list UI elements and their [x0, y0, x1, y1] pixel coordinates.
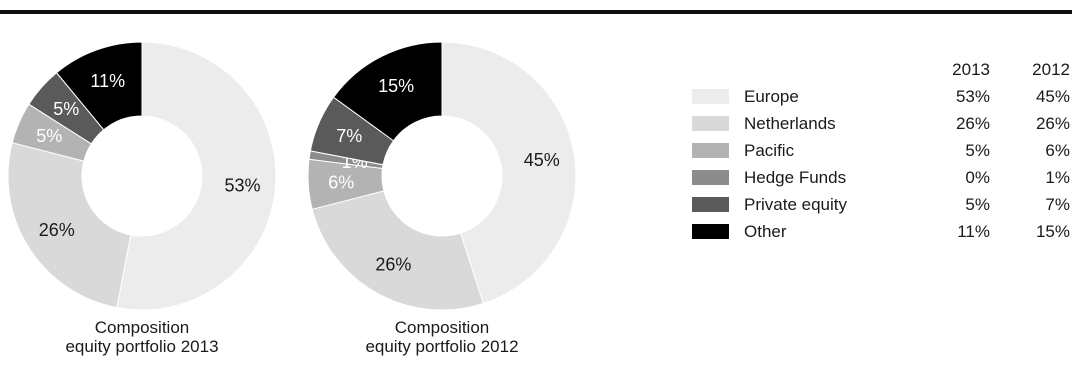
donut-slice-netherlands	[7, 142, 132, 309]
legend-value-2013: 53%	[955, 87, 990, 106]
legend-value-2013: 26%	[955, 114, 990, 133]
slice-data-label: 5%	[53, 99, 79, 119]
legend-swatch	[692, 143, 729, 158]
legend-value-2013: 5%	[965, 195, 990, 214]
chart-title-line: Composition	[394, 318, 490, 337]
chart-title-line: equity portfolio 2013	[65, 337, 219, 356]
legend-label: Hedge Funds	[744, 168, 847, 187]
legend-label: Pacific	[744, 141, 795, 160]
legend-label: Europe	[744, 87, 799, 106]
legend-header: 2013 2012	[692, 56, 1072, 83]
donut-slice-other	[55, 41, 143, 131]
legend-row: Pacific 5% 6%	[692, 137, 1072, 164]
legend-label: Private equity	[744, 195, 847, 214]
legend-swatch	[692, 89, 729, 104]
legend-swatch	[692, 224, 729, 239]
chart-title-2013: Composition equity portfolio 2013	[6, 318, 278, 356]
slice-data-label: 15%	[378, 76, 414, 96]
legend-value-2012: 15%	[1035, 222, 1070, 241]
legend-value-2013: 0%	[965, 168, 990, 187]
slice-data-label: 26%	[375, 255, 411, 275]
legend-table: 2013 2012 Europe 53% 45% Netherlands 26% 26% P…	[692, 56, 1072, 245]
legend-value-2013: 11%	[957, 222, 990, 241]
legend-row: Europe 53% 45%	[692, 83, 1072, 110]
donut-slice-europe	[441, 41, 577, 305]
legend-value-2013: 5%	[965, 141, 990, 160]
slice-data-label: 7%	[336, 126, 362, 146]
slice-data-label: 26%	[39, 220, 75, 240]
top-rule	[0, 10, 1072, 14]
legend-row: Private equity 5% 7%	[692, 191, 1072, 218]
legend-value-2012: 1%	[1045, 168, 1070, 187]
legend-swatch	[692, 197, 729, 212]
donut-chart-2013: 53% 26% 5% 5% 11%	[7, 41, 277, 311]
legend-swatch	[692, 116, 729, 131]
legend-column-2012: 2012	[1032, 60, 1070, 79]
chart-title-2012: Composition equity portfolio 2012	[306, 318, 578, 356]
donut-chart-2012: 45%26%6%1%7%15%	[307, 41, 577, 311]
slice-data-label: 45%	[524, 150, 560, 170]
slice-data-label: 53%	[225, 176, 261, 196]
legend-value-2012: 6%	[1045, 141, 1070, 160]
slice-data-label: 6%	[328, 172, 354, 192]
legend-column-2013: 2013	[952, 60, 990, 79]
legend-row: Netherlands 26% 26%	[692, 110, 1072, 137]
slice-data-label: 5%	[36, 126, 62, 146]
donut-slice-europe	[116, 41, 277, 311]
donut-slice-other	[332, 41, 443, 142]
legend-value-2012: 7%	[1045, 195, 1070, 214]
legend-label: Other	[744, 222, 787, 241]
legend-value-2012: 45%	[1035, 87, 1070, 106]
legend-label: Netherlands	[744, 114, 836, 133]
legend-row: Hedge Funds 0% 1%	[692, 164, 1072, 191]
legend-value-2012: 26%	[1035, 114, 1070, 133]
chart-title-line: Composition	[94, 318, 190, 337]
legend-row: Other 11% 15%	[692, 218, 1072, 245]
donut-slice-netherlands	[311, 190, 485, 311]
legend-swatch	[692, 170, 729, 185]
slice-data-label: 11%	[90, 71, 125, 91]
chart-title-line: equity portfolio 2012	[365, 337, 519, 356]
